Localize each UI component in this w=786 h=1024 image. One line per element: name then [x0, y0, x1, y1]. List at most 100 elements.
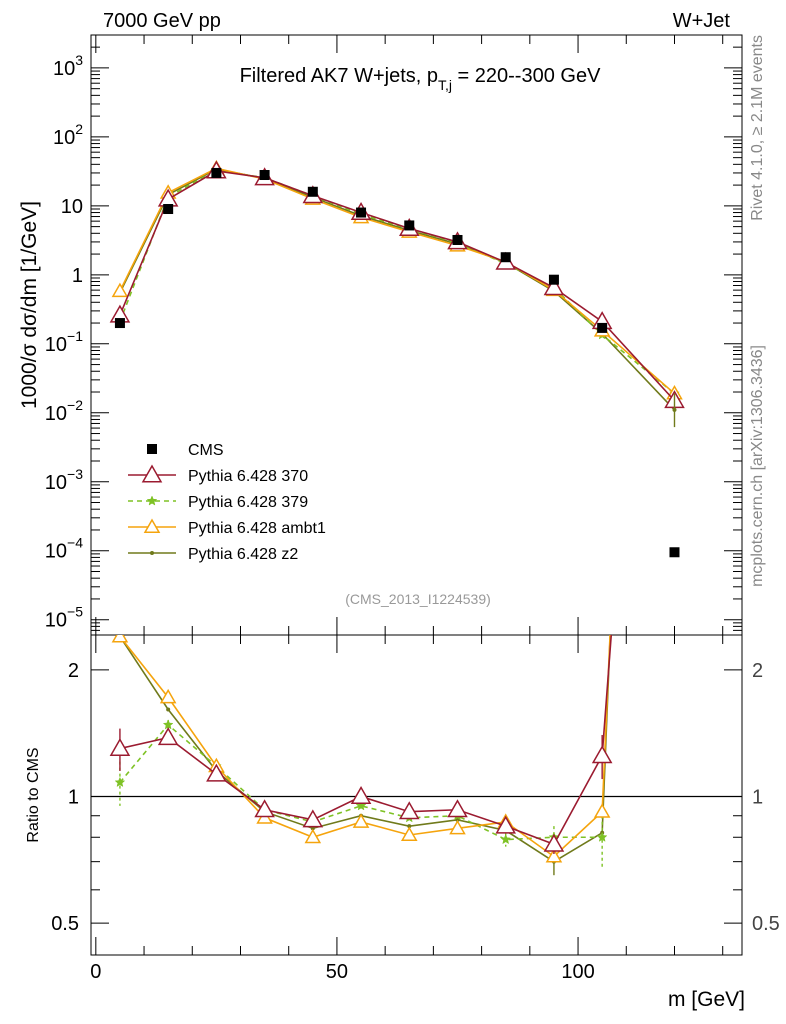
cms-data-point	[307, 186, 318, 197]
ratio-point-pythia-6-428-z2	[310, 826, 315, 831]
y-tick-exponent: −3	[67, 466, 83, 482]
y-tick-label: 10	[61, 196, 83, 218]
series-line-pythia-6-428-379	[119, 169, 675, 395]
main-plot-area	[109, 159, 685, 558]
series-line-pythia-6-428-ambt1	[119, 167, 676, 395]
legend-marker-pythia-6-428-379	[146, 495, 158, 506]
cms-data-point	[452, 234, 463, 245]
y-tick-exponent: −5	[67, 604, 83, 620]
series-point-pythia-6-428-ambt1	[111, 282, 129, 298]
header-right: W+Jet	[673, 10, 731, 32]
y-tick-base: 10	[61, 196, 83, 218]
y-tick-label: 103	[53, 52, 83, 80]
legend-marker-cms	[147, 444, 157, 454]
ratio-plot-area	[91, 635, 742, 876]
y-tick-base: 10	[53, 127, 75, 149]
ratio-point-pythia-6-428-ambt1	[400, 826, 418, 841]
ratio-point-pythia-6-428-ambt1	[111, 635, 129, 643]
x-tick-label: 100	[561, 961, 594, 983]
y-tick-label: 10−1	[45, 328, 83, 356]
ratio-point-pythia-6-428-370	[543, 833, 565, 852]
cms-data-point	[356, 207, 367, 218]
ratio-point-pythia-6-428-370	[254, 799, 275, 818]
ratio-y-tick-label-left: 1	[68, 786, 79, 808]
ratio-point-pythia-6-428-ambt1	[304, 828, 322, 844]
y-tick-base: 10	[45, 610, 67, 632]
y-tick-base: 1	[72, 265, 83, 287]
ratio-point-pythia-6-428-379	[596, 831, 608, 842]
y-tick-exponent: −4	[67, 535, 83, 551]
legend-marker-pythia-6-428-370	[141, 464, 163, 483]
main-panel-frame	[90, 34, 743, 636]
y-tick-exponent: 2	[75, 121, 83, 137]
main-series-group	[109, 159, 685, 558]
rivet-label: Rivet 4.1.0, ≥ 2.1M events	[749, 35, 766, 221]
ratio-point-pythia-6-428-z2	[407, 824, 412, 829]
ratio-point-pythia-6-428-370	[206, 763, 227, 782]
cms-data-point	[114, 318, 125, 329]
cms-data-point	[163, 204, 174, 215]
ratio-y-tick-label-left: 0.5	[51, 913, 79, 935]
header-left: 7000 GeV pp	[103, 10, 221, 32]
cms-data-point	[597, 322, 608, 333]
legend-label-pythia-6-428-370: Pythia 6.428 370	[188, 468, 308, 485]
cms-data-point	[259, 170, 270, 181]
main-title-text: Filtered AK7 W+jets, p	[240, 65, 438, 87]
ratio-point-pythia-6-428-ambt1	[352, 813, 370, 828]
x-tick-label: 50	[326, 961, 348, 983]
legend-marker-pythia-6-428-ambt1	[143, 518, 161, 533]
y-tick-base: 10	[45, 472, 67, 494]
ratio-point-pythia-6-428-379	[162, 719, 174, 730]
legend-label-cms: CMS	[188, 442, 224, 459]
ratio-point-pythia-6-428-ambt1	[159, 688, 177, 704]
main-title-rest: = 220--300 GeV	[452, 65, 601, 87]
y-tick-label: 102	[53, 121, 83, 149]
series-line-pythia-6-428-z2	[119, 168, 676, 411]
ratio-point-pythia-6-428-370	[591, 745, 613, 764]
ratio-y-label: Ratio to CMS	[25, 747, 42, 842]
y-tick-label: 10−4	[45, 535, 83, 563]
series-line-pythia-6-428-370	[119, 170, 676, 402]
ratio-point-pythia-6-428-370	[109, 738, 131, 757]
ratio-point-pythia-6-428-379	[500, 833, 512, 845]
x-axis-label: m [GeV]	[668, 988, 745, 1011]
y-tick-exponent: −2	[67, 397, 83, 413]
main-y-label: 1000/σ dσ/dm [1/GeV]	[18, 201, 41, 409]
ratio-point-pythia-6-428-370	[157, 727, 179, 746]
ratio-point-pythia-6-428-370	[495, 815, 517, 834]
y-tick-exponent: −1	[67, 328, 83, 344]
ratio-point-pythia-6-428-379	[355, 800, 367, 811]
mcplots-label: mcplots.cern.ch [arXiv:1306.3436]	[749, 345, 766, 587]
ratio-y-tick-label-right: 2	[752, 660, 763, 682]
ratio-panel-frame	[90, 634, 743, 956]
ratio-y-tick-label-right: 0.5	[752, 913, 780, 935]
legend-label-pythia-6-428-ambt1: Pythia 6.428 ambt1	[188, 520, 326, 537]
y-tick-label: 10−2	[45, 397, 83, 425]
cms-data-point	[211, 167, 222, 178]
y-tick-base: 10	[53, 58, 75, 80]
ratio-line-pythia-6-428-370	[119, 635, 613, 846]
ratio-line-pythia-6-428-379	[119, 723, 603, 841]
ratio-point-pythia-6-428-ambt1	[545, 848, 563, 863]
y-tick-label: 10−5	[45, 604, 83, 632]
legend-label-pythia-6-428-379: Pythia 6.428 379	[188, 494, 308, 511]
y-tick-base: 10	[45, 403, 67, 425]
ratio-series-group	[91, 635, 742, 876]
analysis-watermark: (CMS_2013_I1224539)	[345, 591, 491, 607]
cms-data-point	[548, 274, 559, 285]
main-title: Filtered AK7 W+jets, pT,j = 220--300 GeV	[240, 65, 602, 93]
ratio-point-pythia-6-428-379	[114, 776, 126, 787]
ratio-y-tick-label-left: 2	[68, 660, 79, 682]
ratio-point-pythia-6-428-370	[302, 809, 324, 828]
ratio-point-pythia-6-428-ambt1	[593, 803, 611, 818]
ratio-point-pythia-6-428-370	[350, 785, 372, 804]
legend-marker-pythia-6-428-z2	[150, 551, 154, 555]
y-tick-base: 10	[45, 334, 67, 356]
cms-data-point	[669, 547, 680, 558]
ratio-axis-ticks: 0.5 0.5 1 1 2 2 0 50 100	[51, 635, 780, 983]
ratio-y-tick-label-right: 1	[752, 786, 763, 808]
y-tick-label: 10−3	[45, 466, 83, 494]
x-tick-label: 0	[90, 961, 101, 983]
